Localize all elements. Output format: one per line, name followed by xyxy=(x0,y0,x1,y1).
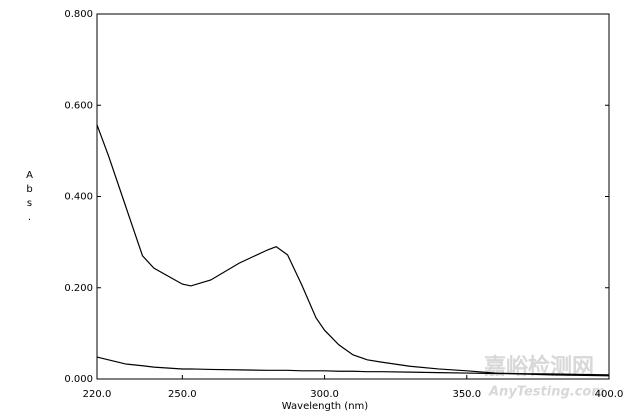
y-tick-label: 0.600 xyxy=(64,100,93,111)
spectrum-line xyxy=(96,124,610,377)
plot-frame xyxy=(96,13,610,380)
x-axis-label: Wavelength (nm) xyxy=(282,401,368,411)
y-tick-label: 0.000 xyxy=(64,374,93,385)
y-tick-label: 0.800 xyxy=(64,9,93,20)
spectrum-line xyxy=(96,356,610,376)
y-tick-label: 0.200 xyxy=(64,283,93,294)
x-tick-label: 220.0 xyxy=(83,389,112,400)
x-tick-label: 400.0 xyxy=(595,389,624,400)
y-axis-label: Abs. xyxy=(24,170,35,226)
watermark-title: 嘉峪检测网 xyxy=(484,354,594,380)
x-tick-label: 350.0 xyxy=(452,389,481,400)
watermark-subtitle: AnyTesting.com xyxy=(488,385,605,400)
y-tick-label: 0.400 xyxy=(64,192,93,203)
x-tick-label: 300.0 xyxy=(310,389,339,400)
x-tick-label: 250.0 xyxy=(168,389,197,400)
